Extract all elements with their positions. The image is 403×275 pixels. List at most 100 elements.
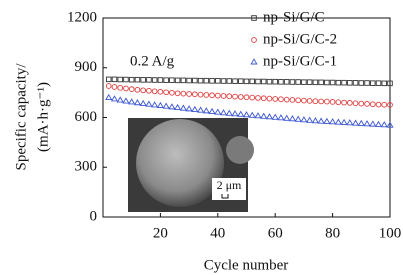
marker-circle [330,100,335,105]
marker-circle [152,89,157,94]
marker-circle [233,94,238,99]
marker-circle [158,89,163,94]
marker-circle [112,85,117,90]
marker-square [382,81,387,86]
marker-triangle [186,106,192,111]
marker-square [152,78,157,83]
marker-triangle [249,113,255,118]
x-tick-label: 80 [325,225,340,241]
marker-square [330,80,335,85]
marker-square [158,78,163,83]
marker-circle [227,94,232,99]
marker-triangle [295,117,301,122]
marker-circle [290,98,295,103]
marker-triangle [364,121,370,126]
marker-square [290,80,295,85]
marker-triangle [209,109,215,114]
inset-scale-label: 2 μm [217,178,242,192]
marker-square [204,78,209,83]
marker-circle [169,90,174,95]
y-tick-label: 0 [90,208,98,224]
marker-square [135,77,140,82]
marker-triangle [163,103,169,108]
marker-square [227,79,232,84]
marker-triangle [140,101,146,106]
marker-square [348,81,353,86]
marker-triangle [261,114,267,119]
marker-triangle [381,122,387,127]
marker-square [187,78,192,83]
marker-triangle [370,121,376,126]
y-tick-label: 600 [75,109,98,125]
marker-circle [238,95,243,100]
marker-circle [175,91,180,96]
marker-square [336,80,341,85]
marker-triangle [135,100,141,105]
marker-square [342,80,347,85]
legend-label: np-Si/G/C-1 [263,53,337,69]
marker-square [370,81,375,86]
marker-triangle [376,122,382,127]
marker-square [307,80,312,85]
marker-square [170,78,175,83]
marker-triangle [169,104,175,109]
inset-image [128,118,254,212]
marker-triangle [226,111,232,116]
marker-square [365,81,370,86]
marker-square [210,79,215,84]
marker-circle [192,92,197,97]
marker-triangle [238,112,244,117]
marker-circle [250,95,255,100]
marker-circle [187,92,192,97]
marker-circle [324,99,329,104]
marker-circle [210,93,215,98]
marker-triangle [301,117,307,122]
marker-square [302,80,307,85]
y-tick-label: 900 [75,59,98,75]
marker-triangle [192,107,198,112]
marker-circle [376,102,381,107]
marker-circle [284,97,289,102]
marker-circle [353,101,358,106]
marker-square [273,79,278,84]
marker-circle [279,97,284,102]
marker-square [233,79,238,84]
marker-circle [319,99,324,104]
marker-triangle [146,101,152,106]
marker-triangle [221,110,227,115]
marker-triangle [181,105,187,110]
marker-square [198,78,203,83]
page: 2 μm 0.2 A/g Cycle number Specific capac… [0,0,403,275]
marker-square [221,79,226,84]
x-axis-label: Cycle number [204,257,289,273]
marker-square [141,78,146,83]
y-axis-label: (mA·h·g⁻¹) [35,82,51,152]
marker-square [244,79,249,84]
marker-circle [261,96,266,101]
marker-circle [204,93,209,98]
marker-triangle [198,107,204,112]
x-tick-label: 100 [379,225,402,241]
marker-circle [256,96,261,101]
marker-circle [359,101,364,106]
marker-square [124,77,129,82]
marker-triangle [244,112,250,117]
marker-square [112,77,117,82]
marker-triangle [284,116,290,121]
marker-square [376,81,381,86]
marker-circle [382,102,387,107]
marker-circle [198,92,203,97]
marker-triangle [255,113,261,118]
marker-square [279,80,284,85]
marker-circle [244,95,249,100]
marker-triangle [106,95,112,100]
marker-square [181,78,186,83]
x-tick-label: 20 [153,225,168,241]
marker-square [175,78,180,83]
marker-circle [273,97,278,102]
marker-triangle [123,98,129,103]
marker-triangle [307,118,313,123]
marker-circle [118,85,123,90]
marker-square [319,80,324,85]
marker-triangle [353,120,359,125]
